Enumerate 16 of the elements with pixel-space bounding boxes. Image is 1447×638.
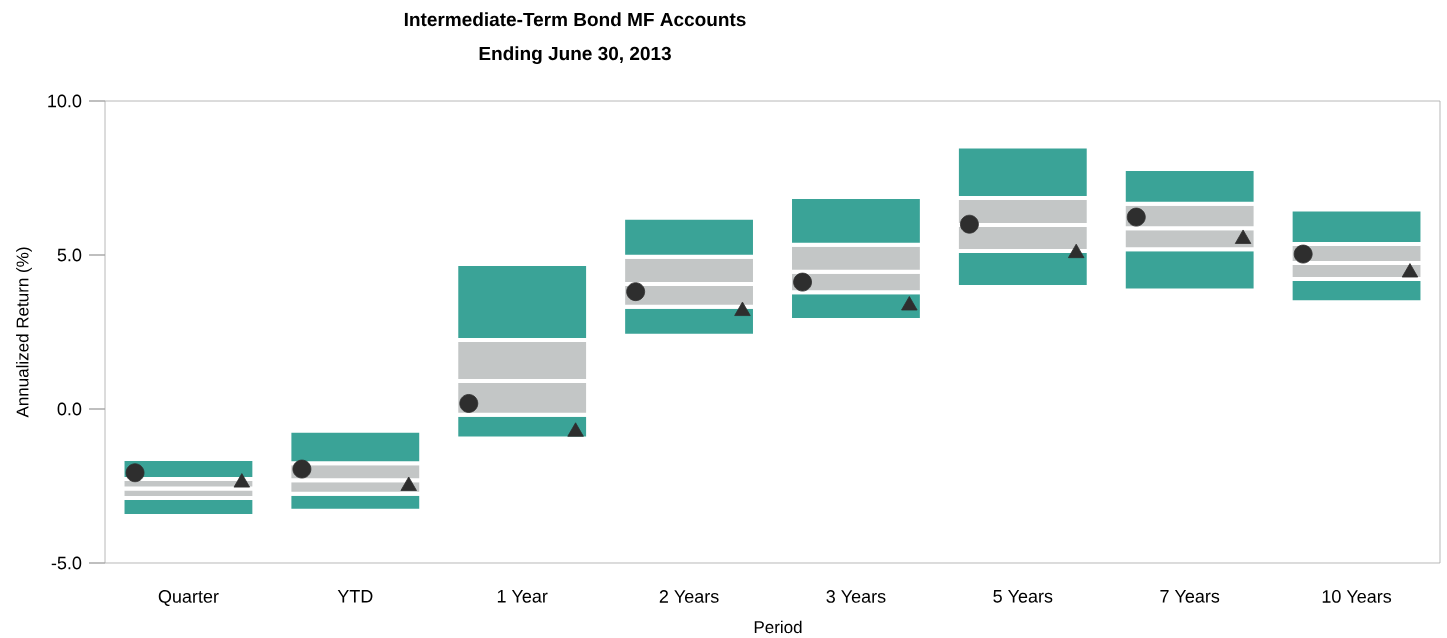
x-axis-title: Period xyxy=(754,620,802,634)
chart-subtitle: Ending June 30, 2013 xyxy=(479,46,671,65)
y-tick-label: 0.0 xyxy=(57,402,82,416)
x-tick-label: 2 Years xyxy=(659,590,719,603)
y-tick-label: -5.0 xyxy=(51,556,82,570)
y-axis-title: Annualized Return (%) xyxy=(16,247,32,418)
y-tick-label: 5.0 xyxy=(57,248,82,262)
x-tick-label: 7 Years xyxy=(1160,590,1220,603)
x-tick-label: YTD xyxy=(337,590,373,603)
y-tick-label: 10.0 xyxy=(48,94,82,108)
x-tick-label: Quarter xyxy=(158,590,219,607)
x-tick-label: 10 Years xyxy=(1322,590,1392,603)
x-tick-label: 1 Year xyxy=(497,590,548,603)
x-tick-label: 5 Years xyxy=(993,590,1053,603)
x-tick-label: 3 Years xyxy=(826,590,886,603)
chart-title: Intermediate-Term Bond MF Accounts xyxy=(404,12,746,27)
